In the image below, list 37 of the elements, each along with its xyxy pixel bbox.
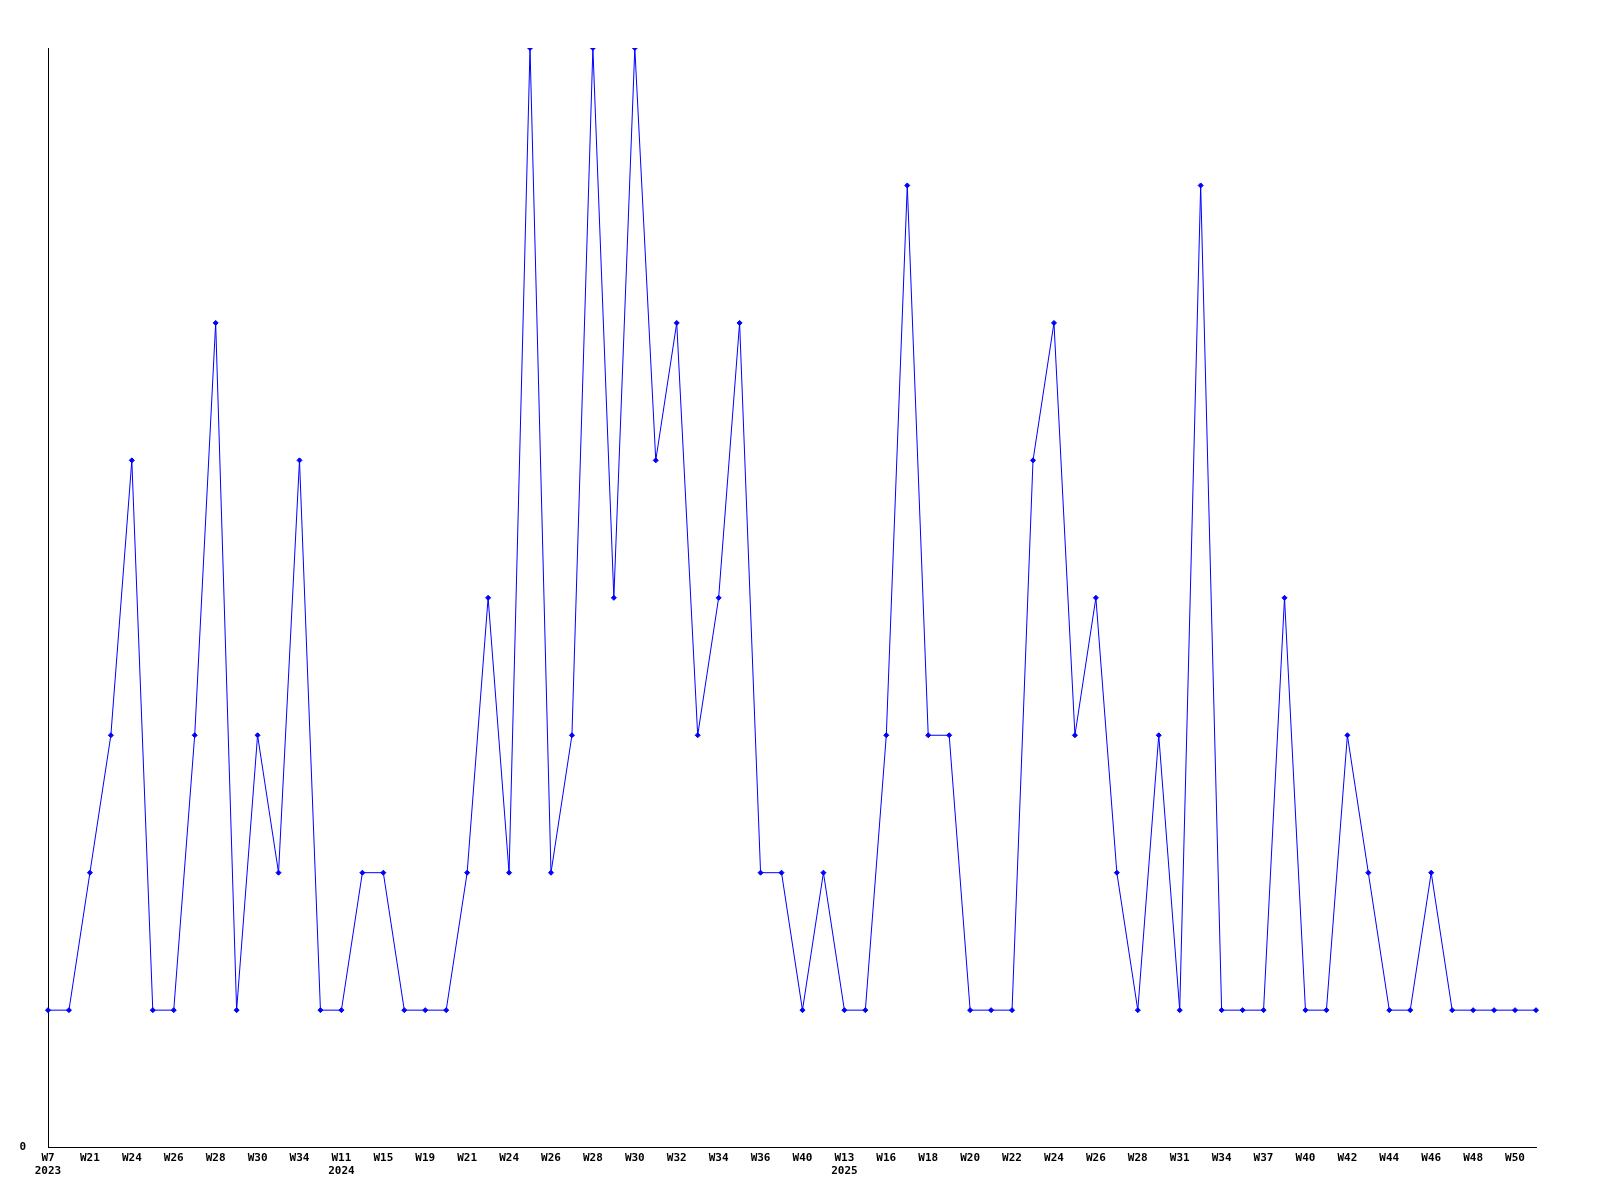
- x-tick-label: W40: [1295, 1151, 1316, 1165]
- x-tick-label: W34: [1211, 1151, 1232, 1165]
- x-tick-label: W24: [499, 1151, 520, 1165]
- x-tick-label: W24: [121, 1151, 143, 1165]
- x-tick-label: W37: [1253, 1151, 1274, 1165]
- x-tick-label: W19: [415, 1151, 436, 1165]
- x-tick-label: W26: [1085, 1151, 1107, 1165]
- x-tick-label: W50: [1505, 1151, 1525, 1165]
- x-tick-label: W26: [541, 1151, 562, 1165]
- text: 0: [19, 1140, 26, 1154]
- x-tick-label: W28: [582, 1151, 603, 1165]
- x-tick-label: W22: [1002, 1151, 1022, 1165]
- x-tick-label: W28: [205, 1151, 226, 1165]
- x-tick-label: W7 2023: [34, 1151, 62, 1178]
- x-tick-label: W26: [163, 1151, 185, 1165]
- x-tick-label: W28: [1127, 1151, 1148, 1165]
- x-tick-label: W44: [1379, 1151, 1400, 1165]
- x-tick-label: W36: [750, 1151, 771, 1165]
- x-tick-label: W30: [624, 1151, 645, 1165]
- x-tick-label: W20: [960, 1151, 981, 1165]
- x-tick-label: W16: [876, 1151, 897, 1165]
- x-tick-label: W13 2025: [831, 1151, 858, 1178]
- x-tick-label: W34: [708, 1151, 729, 1165]
- x-tick-label: W30: [247, 1151, 268, 1165]
- x-tick-label: W15: [373, 1151, 394, 1165]
- x-tick-label: W24: [1044, 1151, 1065, 1165]
- x-tick-label: W21: [79, 1151, 101, 1165]
- x-tick-label: W31: [1169, 1151, 1191, 1165]
- x-tick-label: W11 2024: [328, 1151, 356, 1178]
- x-tick-label: W42: [1337, 1151, 1358, 1165]
- x-tick-label: W32: [666, 1151, 687, 1165]
- x-tick-label: W46: [1421, 1151, 1442, 1165]
- x-tick-label: W18: [918, 1151, 939, 1165]
- x-tick-label: W21: [457, 1151, 478, 1165]
- x-tick-label: W34: [289, 1151, 310, 1165]
- x-tick-label: W48: [1463, 1151, 1484, 1165]
- x-tick-label: W40: [792, 1151, 813, 1165]
